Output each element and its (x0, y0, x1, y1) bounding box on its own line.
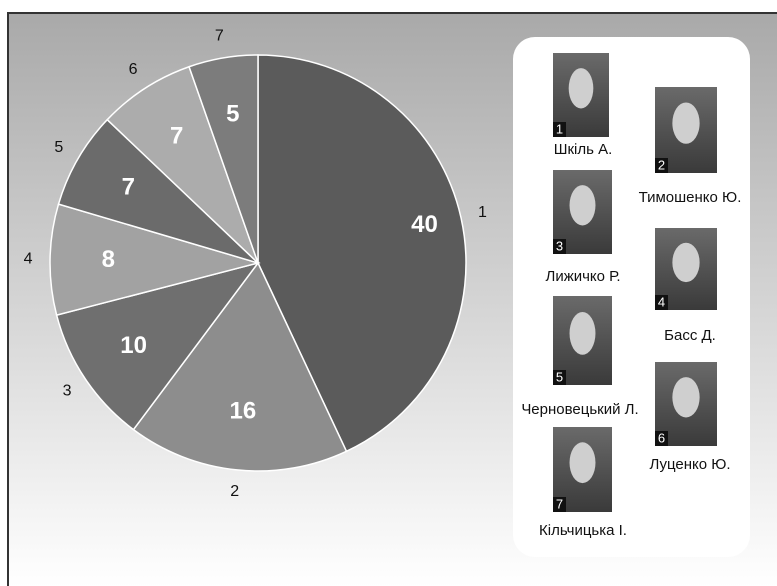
portrait-face (570, 312, 596, 355)
value-label: 40 (411, 211, 438, 238)
chart: 40 1 16 2 10 3 8 4 7 5 7 6 5 7 1 Шкіль А. 2 Тимошенко Ю.… (0, 0, 777, 586)
value-label: 7 (122, 173, 135, 200)
category-label: 4 (24, 250, 33, 267)
portrait-face (672, 377, 699, 417)
badge-number: 1 (556, 121, 563, 136)
badge-number: 6 (658, 430, 665, 445)
page: {"chart_data": {"type": "pie", "categori… (0, 0, 777, 586)
legend-name: Черновецький Л. (521, 401, 638, 418)
portrait-face (570, 442, 596, 483)
value-label: 8 (102, 246, 115, 273)
value-label: 10 (120, 332, 147, 359)
value-label: 5 (226, 101, 239, 128)
portrait-face (672, 102, 699, 143)
portrait-face (672, 243, 699, 282)
category-label: 6 (129, 61, 138, 78)
category-label: 3 (63, 382, 72, 399)
value-label: 7 (170, 123, 183, 150)
category-label: 5 (54, 139, 63, 156)
portrait-face (569, 68, 594, 108)
badge-number: 3 (556, 238, 563, 253)
badge-number: 7 (556, 496, 563, 511)
value-label: 16 (229, 397, 256, 424)
legend-name: Тимошенко Ю. (639, 189, 742, 206)
legend-name: Кільчицька І. (539, 522, 627, 539)
legend-name: Басс Д. (664, 327, 716, 344)
category-label: 1 (478, 204, 487, 221)
legend-name: Лижичко Р. (545, 268, 620, 285)
legend-name: Шкіль А. (554, 141, 613, 158)
badge-number: 5 (556, 369, 563, 384)
legend-name: Луценко Ю. (649, 456, 730, 473)
category-label: 2 (230, 483, 239, 500)
badge-number: 2 (658, 157, 665, 172)
badge-number: 4 (658, 294, 665, 309)
category-label: 7 (215, 27, 224, 44)
portrait-face (570, 185, 596, 225)
